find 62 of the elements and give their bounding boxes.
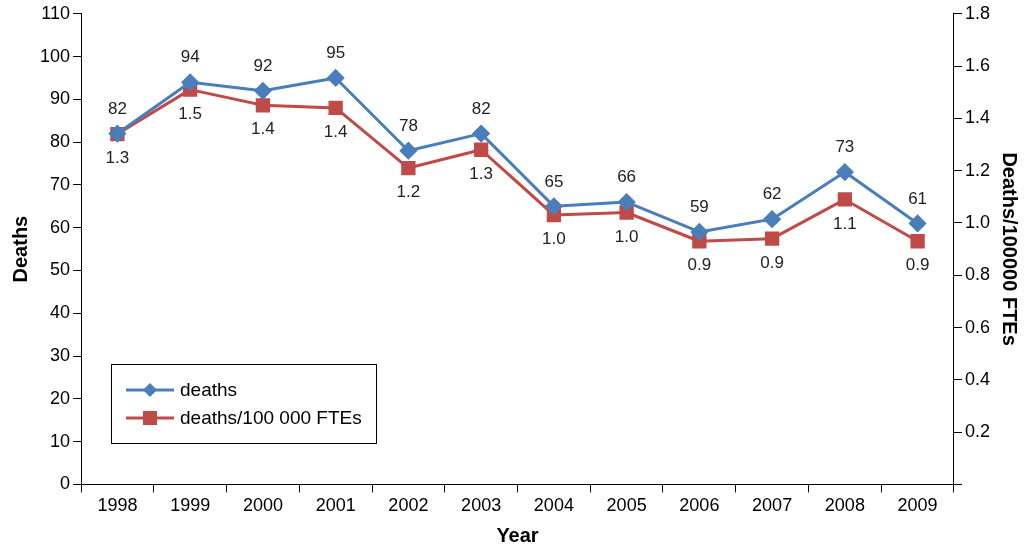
y2-tick-label: 0.2	[964, 421, 991, 442]
data-label: 82	[107, 98, 127, 118]
data-label: 62	[762, 184, 782, 204]
y2-tick-label: 0.6	[964, 316, 991, 337]
data-label: 1.1	[833, 213, 857, 233]
x-tick-label: 2003	[461, 495, 502, 516]
y2-tick-label: 0.4	[964, 368, 991, 389]
y-tick-label: 100	[39, 45, 71, 66]
y-tick-label: 80	[50, 131, 71, 152]
x-tick-label: 2007	[752, 495, 793, 516]
data-label: 1.4	[251, 119, 275, 139]
data-label: 1.3	[469, 163, 493, 183]
y2-tick-label: 1.6	[964, 55, 991, 76]
data-label: 0.9	[905, 255, 930, 275]
y-tick-label: 70	[50, 173, 71, 194]
x-tick-label: 1998	[97, 495, 138, 516]
y2-tick-label: 1.0	[964, 211, 991, 232]
y-tick-label: 10	[50, 430, 71, 451]
data-label: 65	[544, 171, 564, 191]
data-label: 73	[835, 137, 855, 157]
data-label: 1.2	[396, 182, 421, 202]
y-tick-label: 60	[50, 216, 71, 237]
x-tick-label: 2002	[388, 495, 429, 516]
data-label: 94	[180, 47, 200, 67]
data-label: 59	[689, 197, 709, 217]
y-tick-label: 110	[41, 2, 71, 23]
y2-tick-label: 1.2	[964, 159, 991, 180]
y-tick-label: 0	[60, 473, 71, 494]
data-label: 92	[253, 55, 273, 75]
data-label: 61	[908, 188, 928, 208]
data-label: 0.9	[760, 252, 784, 272]
y-tick-label: 40	[50, 302, 71, 323]
data-label: 1.0	[542, 229, 566, 249]
data-label: 1.3	[105, 148, 130, 168]
y-axis-title: Deaths	[8, 215, 31, 283]
legend-label: deaths/100 000 FTEs	[180, 407, 362, 430]
data-label: 0.9	[687, 255, 712, 275]
data-label: 66	[617, 167, 637, 187]
data-label: 82	[471, 98, 491, 118]
y-tick-label: 50	[50, 259, 71, 280]
data-label: 95	[326, 43, 346, 63]
x-tick-label: 2008	[824, 495, 865, 516]
x-tick-label: 1999	[170, 495, 211, 516]
x-tick-label: 2001	[315, 495, 356, 516]
y2-tick-label: 1.4	[964, 107, 991, 128]
x-tick-label: 2000	[242, 495, 283, 516]
y2-tick-label: 1.8	[964, 2, 991, 23]
y-tick-label: 20	[50, 387, 71, 408]
x-tick-label: 2006	[679, 495, 720, 516]
x-axis-title: Year	[496, 523, 539, 546]
y2-axis-title: Deaths/100000 FTEs	[999, 152, 1022, 346]
x-tick-label: 2005	[606, 495, 647, 516]
y-tick-label: 90	[50, 88, 71, 109]
data-label: 78	[398, 115, 418, 135]
x-tick-label: 2009	[897, 495, 938, 516]
data-label: 1.5	[178, 103, 202, 123]
data-label: 1.0	[614, 226, 639, 246]
legend-label: deaths	[180, 379, 238, 402]
x-tick-label: 2004	[533, 495, 574, 516]
y2-tick-label: 0.8	[964, 264, 991, 285]
y-tick-label: 30	[50, 345, 71, 366]
data-label: 1.4	[323, 122, 348, 142]
